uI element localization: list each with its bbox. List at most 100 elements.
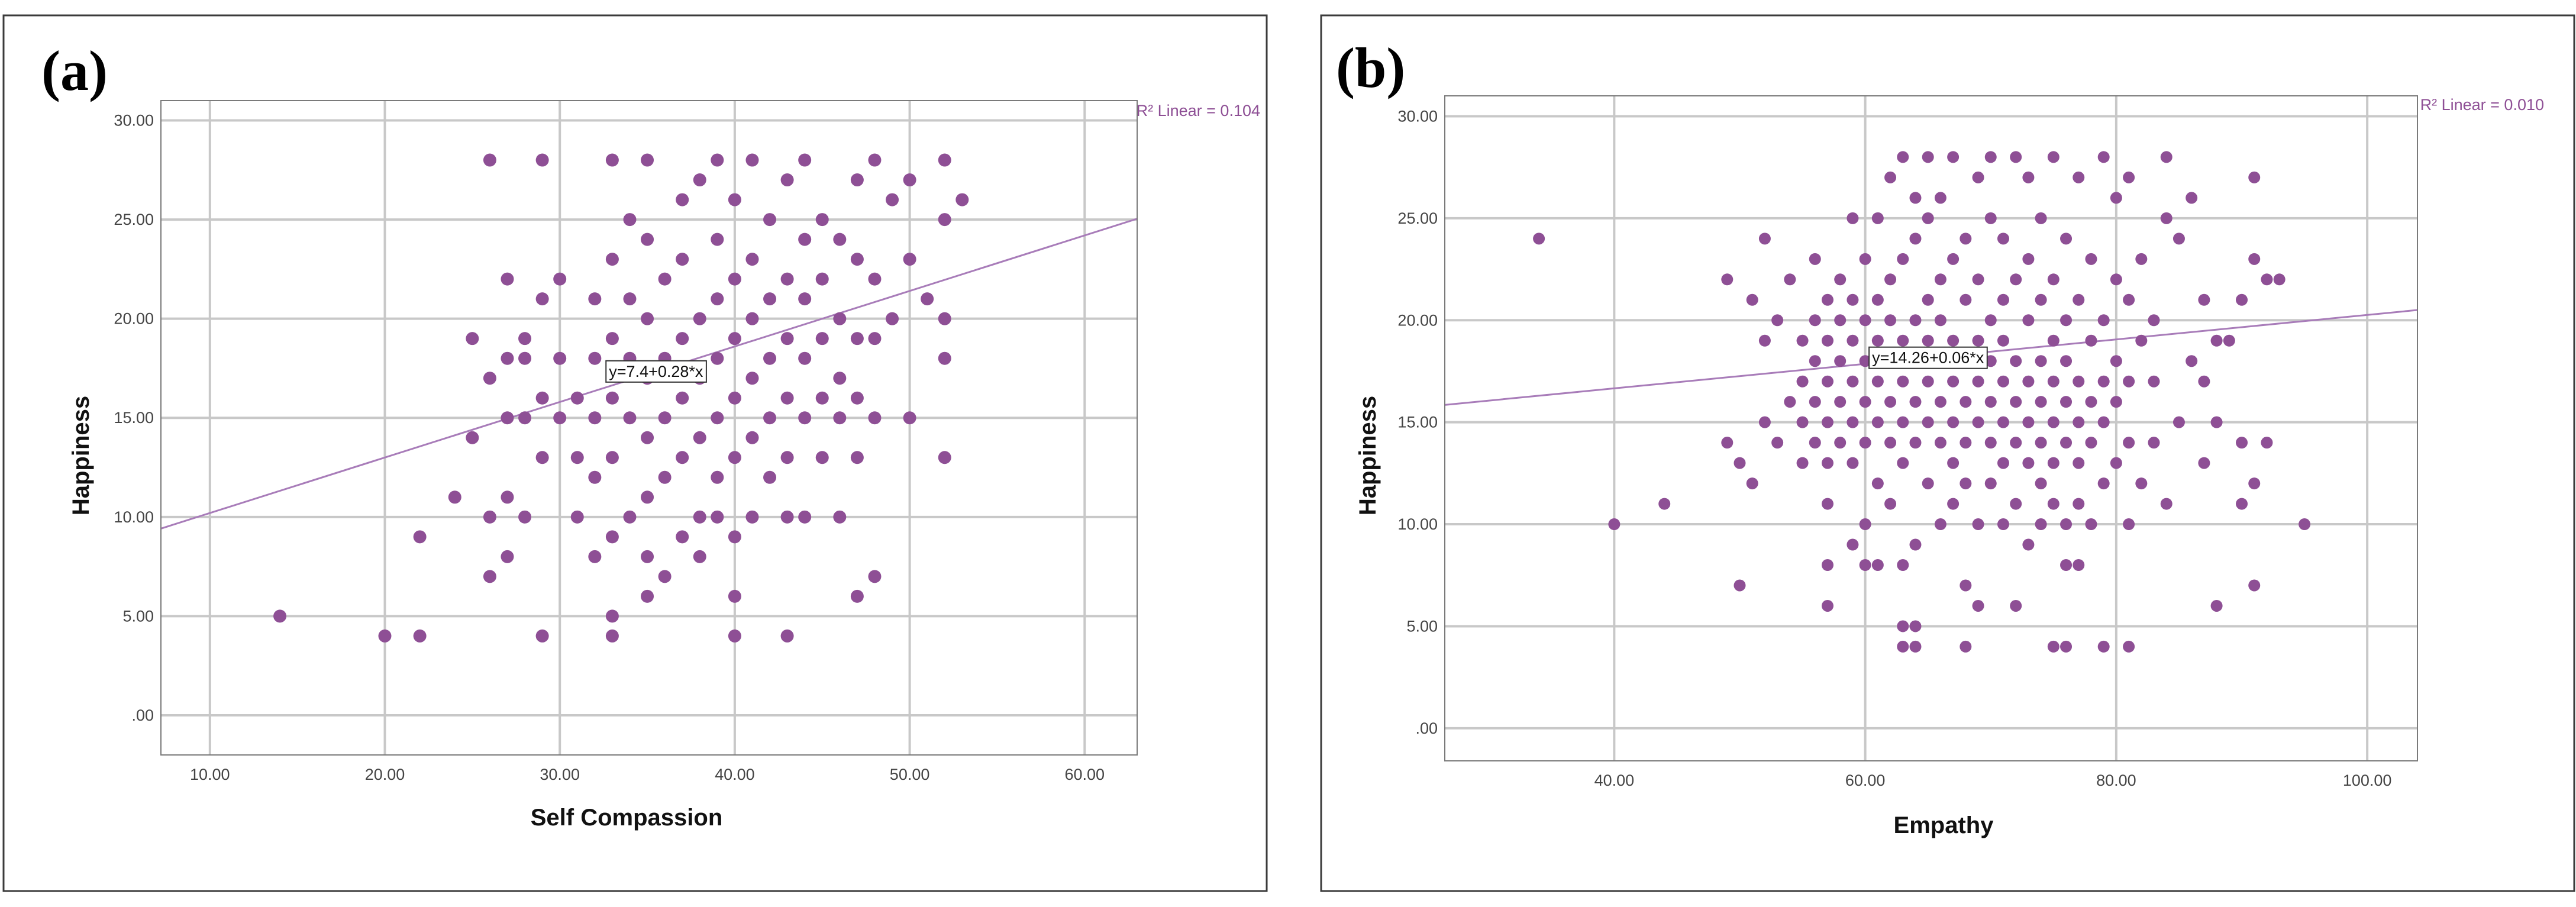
fit-equation-box (605, 360, 707, 383)
data-point (1871, 559, 1884, 572)
data-point (2248, 579, 2261, 592)
data-point (886, 193, 899, 206)
data-point (1972, 416, 1984, 428)
data-point (2173, 416, 2185, 428)
data-point (623, 510, 637, 524)
data-point (1821, 334, 1833, 347)
data-point (623, 213, 637, 227)
data-point (2047, 334, 2059, 347)
data-point (1784, 273, 1796, 286)
data-point (1821, 375, 1833, 388)
data-point (728, 272, 741, 286)
data-point (1871, 212, 1884, 224)
data-point (745, 431, 759, 444)
panel-label: (b) (1336, 36, 1405, 99)
data-point (518, 351, 532, 365)
data-point (780, 510, 794, 524)
x-tick-label: 20.00 (365, 766, 405, 783)
data-point (605, 629, 619, 643)
data-point (553, 272, 567, 286)
data-point (1997, 334, 2009, 347)
data-point (2010, 355, 2022, 367)
data-point (903, 253, 916, 266)
data-point (1821, 559, 1833, 572)
data-point (868, 411, 882, 425)
data-point (903, 173, 916, 187)
y-tick-label: 15.00 (114, 409, 154, 427)
panel-frame (1320, 14, 2575, 892)
data-point (850, 253, 864, 266)
data-point (728, 391, 741, 405)
data-point (1922, 375, 1934, 388)
panel-label: (a) (41, 39, 108, 102)
data-point (2073, 375, 2085, 388)
data-point (1972, 375, 1984, 388)
data-point (2236, 293, 2248, 306)
data-point (1922, 334, 1934, 347)
data-point (2060, 355, 2073, 367)
data-point (1847, 457, 1859, 469)
data-point (2148, 314, 2160, 327)
y-axis-title: Happiness (68, 396, 94, 515)
data-point (2148, 375, 2160, 388)
x-tick-label: 60.00 (1845, 772, 1886, 789)
data-point (2097, 151, 2110, 163)
data-point (1796, 457, 1809, 469)
data-point (2085, 334, 2097, 347)
data-point (676, 451, 689, 464)
data-point (780, 451, 794, 464)
data-point (1960, 640, 1972, 653)
data-point (728, 332, 741, 346)
fit-equation-box (1868, 346, 1988, 369)
data-point (535, 153, 549, 167)
data-point (798, 351, 812, 365)
plot-area (160, 100, 1138, 756)
data-point (2123, 640, 2135, 653)
data-point (2060, 233, 2073, 245)
data-point (2073, 416, 2085, 428)
data-point (2073, 457, 2085, 469)
data-point (2035, 437, 2047, 449)
panel-frame (2, 14, 1268, 892)
data-point (2085, 437, 2097, 449)
data-point (2035, 518, 2047, 531)
data-point (641, 153, 654, 167)
data-point (815, 213, 829, 227)
data-point (1960, 233, 1972, 245)
data-point (605, 332, 619, 346)
data-point (1897, 375, 1909, 388)
data-point (641, 490, 654, 504)
data-point (1859, 355, 1871, 367)
data-point (2085, 253, 2097, 265)
data-point (273, 609, 287, 623)
data-point (2160, 498, 2173, 510)
data-point (1721, 273, 1734, 286)
data-point (1909, 620, 1922, 632)
data-point (1734, 579, 1746, 592)
data-point (728, 629, 741, 643)
data-point (1859, 314, 1871, 327)
data-point (2035, 212, 2047, 224)
data-point (1821, 498, 1833, 510)
data-point (1847, 212, 1859, 224)
data-point (2022, 314, 2035, 327)
data-point (2073, 498, 2085, 510)
data-point (1984, 212, 1997, 224)
y-tick-label: 10.00 (1397, 515, 1438, 533)
data-point (711, 470, 724, 484)
data-point (2073, 171, 2085, 183)
data-point (2010, 599, 2022, 612)
data-point (501, 411, 514, 425)
data-point (1809, 396, 1821, 408)
data-point (1847, 293, 1859, 306)
x-tick-label: 80.00 (2096, 772, 2136, 789)
y-tick-label: 30.00 (1397, 107, 1438, 125)
data-point (1834, 273, 1847, 286)
x-axis-title: Empathy (1894, 812, 1994, 838)
data-point (641, 431, 654, 444)
data-point (483, 153, 496, 167)
data-point (1947, 498, 1960, 510)
data-point (728, 451, 741, 464)
data-point (2085, 396, 2097, 408)
